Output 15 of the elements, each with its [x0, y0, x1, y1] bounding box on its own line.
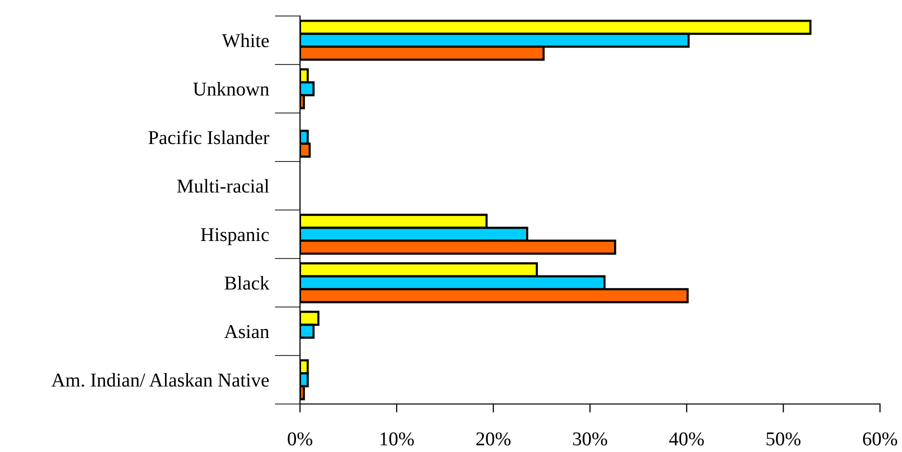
y-tick-label: Black	[224, 276, 270, 290]
x-tick-label: 30%	[573, 432, 608, 446]
x-tick-label: 40%	[669, 432, 704, 446]
x-tick-label: 0%	[288, 432, 312, 446]
y-tick-label: White	[222, 34, 269, 48]
y-tick-label: Am. Indian/ Alaskan Native	[51, 373, 269, 387]
y-tick-label: Multi-racial	[177, 179, 270, 193]
y-tick-label: Hispanic	[200, 228, 269, 246]
y-tick-label: Pacific Islander	[148, 130, 270, 144]
x-tick-label: 60%	[863, 432, 898, 446]
x-tick-label: 20%	[476, 432, 510, 446]
y-tick-label: Unknown	[193, 82, 270, 96]
x-tick-label: 10%	[380, 432, 414, 446]
y-tick-label: Asian	[224, 325, 270, 338]
x-tick-label: 50%	[766, 432, 800, 446]
